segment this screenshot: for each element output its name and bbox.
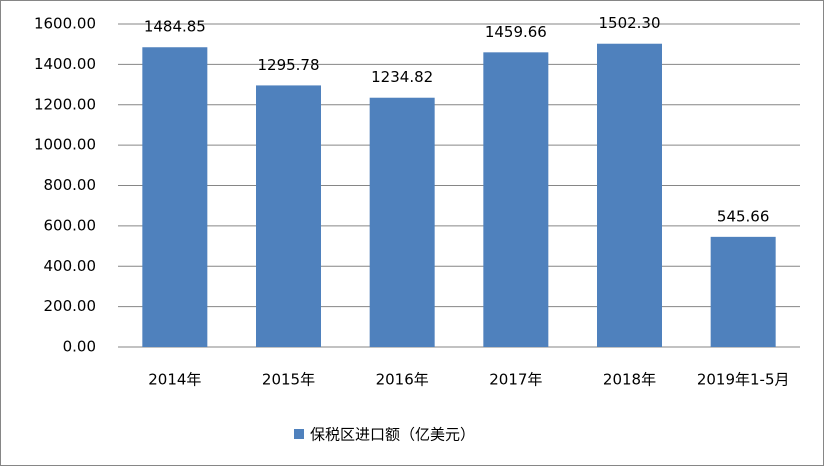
y-tick-label: 1600.00	[34, 15, 96, 33]
y-tick-label: 1200.00	[34, 95, 96, 113]
data-label: 1234.82	[371, 68, 433, 86]
data-label: 1484.85	[144, 18, 206, 36]
x-tick-label: 2014年	[148, 371, 201, 389]
y-tick-label: 800.00	[44, 176, 97, 194]
y-tick-label: 400.00	[44, 257, 97, 275]
bar	[369, 97, 435, 348]
data-label: 1502.30	[598, 14, 660, 32]
bar	[710, 236, 776, 347]
data-label: 1459.66	[485, 23, 547, 41]
x-tick-label: 2016年	[376, 371, 429, 389]
bar	[597, 43, 662, 348]
bar	[483, 52, 549, 347]
y-tick-label: 1000.00	[34, 136, 96, 154]
y-tick-label: 200.00	[44, 297, 97, 315]
bar	[256, 85, 321, 347]
data-label: 545.66	[717, 207, 770, 225]
y-tick-label: 600.00	[44, 216, 97, 234]
legend-marker	[294, 429, 304, 439]
x-tick-label: 2015年	[262, 371, 315, 389]
legend-label: 保税区进口额（亿美元）	[310, 426, 475, 444]
x-tick-label: 2018年	[603, 371, 656, 389]
data-label: 1295.78	[257, 56, 319, 74]
x-tick-label: 2017年	[489, 371, 542, 389]
y-tick-label: 1400.00	[34, 55, 96, 73]
bar	[142, 47, 208, 347]
y-tick-label: 0.00	[63, 338, 96, 356]
x-tick-label: 2019年1-5月	[697, 371, 790, 389]
